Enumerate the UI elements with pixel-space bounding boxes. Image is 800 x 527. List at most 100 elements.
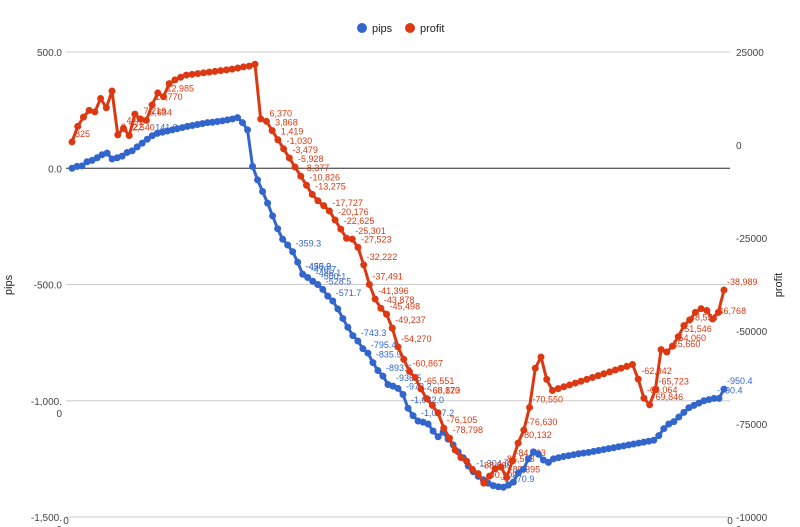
profit-point[interactable] (137, 115, 145, 123)
profit-point[interactable] (674, 333, 682, 341)
profit-point[interactable] (74, 122, 82, 130)
profit-point[interactable] (302, 181, 310, 189)
profit-point[interactable] (440, 424, 448, 432)
pips-point[interactable] (409, 412, 417, 420)
profit-point[interactable] (240, 63, 248, 71)
pips-point[interactable] (494, 483, 502, 491)
profit-point[interactable] (377, 304, 385, 312)
profit-point[interactable] (634, 375, 642, 383)
profit-point[interactable] (640, 394, 648, 402)
pips-point[interactable] (138, 139, 146, 147)
profit-point[interactable] (257, 115, 265, 123)
pips-point[interactable] (314, 281, 322, 288)
profit-point[interactable] (646, 401, 654, 409)
pips-point[interactable] (329, 297, 337, 305)
pips-point[interactable] (364, 349, 372, 357)
profit-point[interactable] (91, 108, 99, 116)
pips-point[interactable] (670, 418, 678, 426)
pips-point[interactable] (394, 384, 402, 392)
profit-point[interactable] (337, 225, 345, 233)
profit-point[interactable] (217, 67, 225, 75)
profit-point[interactable] (623, 362, 631, 370)
pips-point[interactable] (73, 162, 81, 170)
legend-item-pips[interactable]: pips (357, 23, 393, 35)
legend-item-profit[interactable]: profit (405, 23, 444, 35)
pips-point[interactable] (374, 367, 382, 375)
profit-point[interactable] (691, 308, 699, 316)
profit-point[interactable] (285, 154, 293, 162)
pips-point[interactable] (519, 465, 527, 473)
profit-point[interactable] (400, 355, 408, 363)
profit-point[interactable] (171, 76, 179, 84)
pips-point[interactable] (524, 455, 532, 463)
profit-point[interactable] (714, 308, 722, 316)
pips-point[interactable] (650, 436, 658, 444)
profit-point[interactable] (79, 113, 87, 121)
pips-point[interactable] (289, 248, 297, 256)
profit-point[interactable] (669, 342, 677, 350)
profit-point[interactable] (491, 465, 499, 473)
profit-point[interactable] (154, 89, 162, 97)
pips-point[interactable] (244, 126, 252, 134)
profit-point[interactable] (291, 163, 299, 171)
profit-point[interactable] (468, 465, 476, 473)
profit-point[interactable] (165, 80, 173, 88)
profit-point[interactable] (85, 106, 93, 114)
profit-point[interactable] (703, 307, 711, 315)
pips-point[interactable] (509, 478, 517, 486)
pips-point[interactable] (239, 119, 247, 127)
profit-point[interactable] (320, 202, 328, 210)
profit-point[interactable] (411, 374, 419, 381)
pips-point[interactable] (544, 458, 552, 466)
profit-point[interactable] (308, 190, 316, 198)
pips-point[interactable] (319, 285, 327, 293)
pips-point[interactable] (680, 408, 688, 416)
profit-point[interactable] (68, 138, 76, 146)
profit-point[interactable] (125, 132, 133, 140)
pips-point[interactable] (128, 147, 136, 155)
profit-point[interactable] (428, 401, 436, 409)
pips-point[interactable] (334, 305, 342, 313)
profit-point[interactable] (182, 71, 190, 79)
profit-point[interactable] (600, 370, 608, 378)
profit-point[interactable] (102, 104, 110, 112)
profit-point[interactable] (331, 216, 339, 224)
profit-point[interactable] (445, 434, 453, 442)
pips-point[interactable] (133, 143, 141, 151)
pips-point[interactable] (118, 152, 126, 160)
pips-point[interactable] (675, 413, 683, 421)
profit-point[interactable] (131, 110, 139, 118)
profit-point[interactable] (388, 324, 396, 332)
profit-point[interactable] (554, 385, 562, 393)
profit-point[interactable] (606, 368, 614, 376)
profit-point[interactable] (394, 343, 402, 351)
profit-point[interactable] (205, 68, 213, 76)
profit-point[interactable] (371, 295, 379, 303)
profit-point[interactable] (571, 379, 579, 387)
profit-point[interactable] (245, 62, 253, 70)
profit-point[interactable] (142, 116, 150, 124)
pips-point[interactable] (710, 394, 718, 402)
profit-point[interactable] (697, 305, 705, 313)
profit-point[interactable] (383, 310, 391, 318)
profit-point[interactable] (588, 374, 596, 381)
pips-point[interactable] (234, 114, 242, 122)
profit-point[interactable] (200, 69, 208, 77)
pips-point[interactable] (399, 390, 407, 398)
pips-point[interactable] (655, 432, 663, 440)
profit-point[interactable] (531, 364, 539, 372)
pips-point[interactable] (299, 270, 307, 278)
profit-point[interactable] (543, 375, 551, 383)
profit-point[interactable] (119, 124, 127, 132)
profit-point[interactable] (537, 353, 545, 361)
profit-point[interactable] (423, 395, 431, 403)
profit-point[interactable] (108, 87, 116, 95)
profit-point[interactable] (503, 474, 511, 482)
pips-point[interactable] (259, 188, 267, 195)
pips-point[interactable] (78, 162, 86, 170)
profit-point[interactable] (617, 364, 625, 372)
profit-point[interactable] (628, 360, 636, 368)
profit-point[interactable] (520, 426, 528, 434)
profit-point[interactable] (234, 64, 242, 72)
pips-point[interactable] (715, 394, 723, 402)
